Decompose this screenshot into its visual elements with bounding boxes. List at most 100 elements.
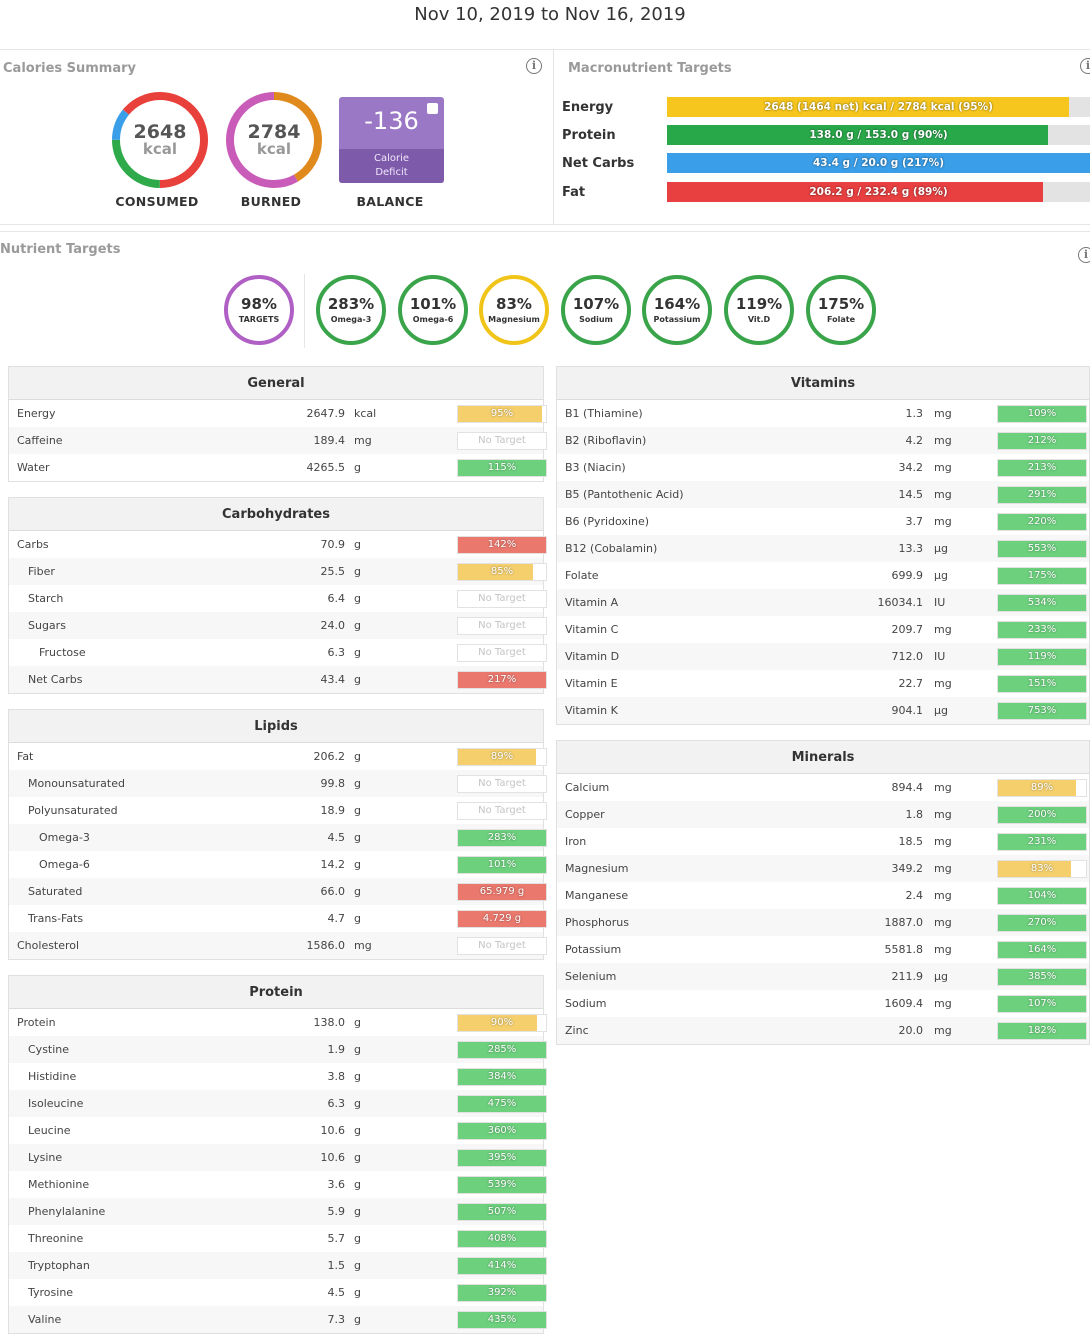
target-progress-bar[interactable]: 95%	[457, 405, 547, 423]
nutrient-row[interactable]: Threonine 5.7 g 408%	[9, 1225, 547, 1252]
target-progress-bar[interactable]: No Target	[457, 937, 547, 955]
nutrient-row[interactable]: Cholesterol 1586.0 mg No Target	[9, 932, 547, 959]
target-progress-bar[interactable]: No Target	[457, 617, 547, 635]
target-progress-bar[interactable]: 539%	[457, 1176, 547, 1194]
nutrient-row[interactable]: Carbs 70.9 g 142%	[9, 531, 547, 558]
nutrient-row[interactable]: Omega-3 4.5 g 283%	[9, 824, 547, 851]
target-progress-bar[interactable]: 231%	[997, 833, 1087, 851]
info-icon[interactable]: i	[1078, 247, 1090, 263]
target-progress-bar[interactable]: 85%	[457, 563, 547, 581]
target-progress-bar[interactable]: 212%	[997, 432, 1087, 450]
nutrient-row[interactable]: Fiber 25.5 g 85%	[9, 558, 547, 585]
target-progress-bar[interactable]: 507%	[457, 1203, 547, 1221]
nutrient-row[interactable]: Zinc 20.0 mg 182%	[557, 1017, 1089, 1044]
nutrient-row[interactable]: Tryptophan 1.5 g 414%	[9, 1252, 547, 1279]
nutrient-row[interactable]: B12 (Cobalamin) 13.3 µg 553%	[557, 535, 1089, 562]
target-progress-bar[interactable]: 107%	[997, 995, 1087, 1013]
nutrient-row[interactable]: Fructose 6.3 g No Target	[9, 639, 547, 666]
target-progress-bar[interactable]: 182%	[997, 1022, 1087, 1040]
nutrient-row[interactable]: Vitamin K 904.1 µg 753%	[557, 697, 1089, 724]
target-progress-bar[interactable]: 119%	[997, 648, 1087, 666]
nutrient-row[interactable]: Vitamin A 16034.1 IU 534%	[557, 589, 1089, 616]
target-progress-bar[interactable]: No Target	[457, 802, 547, 820]
nutrient-row[interactable]: Cystine 1.9 g 285%	[9, 1036, 547, 1063]
nutrient-row[interactable]: Histidine 3.8 g 384%	[9, 1063, 547, 1090]
nutrient-row[interactable]: Caffeine 189.4 mg No Target	[9, 427, 547, 454]
macro-progress-bar[interactable]: 138.0 g / 153.0 g (90%)	[667, 125, 1090, 145]
target-progress-bar[interactable]: 220%	[997, 513, 1087, 531]
nutrient-row[interactable]: B1 (Thiamine) 1.3 mg 109%	[557, 400, 1089, 427]
nutrient-target-circle[interactable]: 175% Folate	[806, 275, 876, 345]
nutrient-row[interactable]: Polyunsaturated 18.9 g No Target	[9, 797, 547, 824]
nutrient-row[interactable]: Sugars 24.0 g No Target	[9, 612, 547, 639]
target-progress-bar[interactable]: 435%	[457, 1311, 547, 1329]
nutrient-row[interactable]: Valine 7.3 g 435%	[9, 1306, 547, 1333]
target-progress-bar[interactable]: 101%	[457, 856, 547, 874]
target-progress-bar[interactable]: 4.729 g	[457, 910, 547, 928]
info-icon[interactable]: i	[1080, 58, 1090, 74]
nutrient-row[interactable]: B2 (Riboflavin) 4.2 mg 212%	[557, 427, 1089, 454]
target-progress-bar[interactable]: No Target	[457, 644, 547, 662]
target-progress-bar[interactable]: 90%	[457, 1014, 547, 1032]
nutrient-target-circle[interactable]: 164% Potassium	[642, 275, 712, 345]
nutrient-row[interactable]: Magnesium 349.2 mg 83%	[557, 855, 1089, 882]
nutrient-row[interactable]: Vitamin C 209.7 mg 233%	[557, 616, 1089, 643]
nutrient-row[interactable]: Trans-Fats 4.7 g 4.729 g	[9, 905, 547, 932]
nutrient-row[interactable]: Copper 1.8 mg 200%	[557, 801, 1089, 828]
target-progress-bar[interactable]: 164%	[997, 941, 1087, 959]
target-progress-bar[interactable]: 395%	[457, 1149, 547, 1167]
target-progress-bar[interactable]: 270%	[997, 914, 1087, 932]
nutrient-target-circle[interactable]: 101% Omega-6	[398, 275, 468, 345]
nutrient-target-circle[interactable]: 83% Magnesium	[479, 275, 549, 345]
target-progress-bar[interactable]: 213%	[997, 459, 1087, 477]
nutrient-target-circle[interactable]: 119% Vit.D	[724, 275, 794, 345]
nutrient-row[interactable]: Leucine 10.6 g 360%	[9, 1117, 547, 1144]
macro-progress-bar[interactable]: 206.2 g / 232.4 g (89%)	[667, 182, 1090, 202]
target-progress-bar[interactable]: 475%	[457, 1095, 547, 1113]
target-progress-bar[interactable]: 175%	[997, 567, 1087, 585]
target-progress-bar[interactable]: 360%	[457, 1122, 547, 1140]
target-progress-bar[interactable]: No Target	[457, 775, 547, 793]
nutrient-row[interactable]: Energy 2647.9 kcal 95%	[9, 400, 547, 427]
target-progress-bar[interactable]: 285%	[457, 1041, 547, 1059]
target-progress-bar[interactable]: 200%	[997, 806, 1087, 824]
macro-progress-bar[interactable]: 43.4 g / 20.0 g (217%)	[667, 153, 1090, 173]
target-progress-bar[interactable]: 283%	[457, 829, 547, 847]
target-progress-bar[interactable]: 217%	[457, 671, 547, 689]
nutrient-row[interactable]: Methionine 3.6 g 539%	[9, 1171, 547, 1198]
target-progress-bar[interactable]: 414%	[457, 1257, 547, 1275]
target-progress-bar[interactable]: 65.979 g	[457, 883, 547, 901]
nutrient-row[interactable]: Saturated 66.0 g 65.979 g	[9, 878, 547, 905]
nutrient-row[interactable]: Phenylalanine 5.9 g 507%	[9, 1198, 547, 1225]
nutrient-row[interactable]: Monounsaturated 99.8 g No Target	[9, 770, 547, 797]
target-progress-bar[interactable]: 553%	[997, 540, 1087, 558]
target-progress-bar[interactable]: 233%	[997, 621, 1087, 639]
nutrient-row[interactable]: Phosphorus 1887.0 mg 270%	[557, 909, 1089, 936]
macro-progress-bar[interactable]: 2648 (1464 net) kcal / 2784 kcal (95%)	[667, 97, 1090, 117]
nutrient-row[interactable]: Potassium 5581.8 mg 164%	[557, 936, 1089, 963]
nutrient-target-circle[interactable]: 283% Omega-3	[316, 275, 386, 345]
target-progress-bar[interactable]: 534%	[997, 594, 1087, 612]
target-progress-bar[interactable]: 109%	[997, 405, 1087, 423]
target-progress-bar[interactable]: 83%	[997, 860, 1087, 878]
target-progress-bar[interactable]: No Target	[457, 590, 547, 608]
nutrient-row[interactable]: B6 (Pyridoxine) 3.7 mg 220%	[557, 508, 1089, 535]
nutrient-row[interactable]: Water 4265.5 g 115%	[9, 454, 547, 481]
nutrient-row[interactable]: Manganese 2.4 mg 104%	[557, 882, 1089, 909]
target-progress-bar[interactable]: 151%	[997, 675, 1087, 693]
nutrient-row[interactable]: Fat 206.2 g 89%	[9, 743, 547, 770]
nutrient-row[interactable]: Vitamin E 22.7 mg 151%	[557, 670, 1089, 697]
target-progress-bar[interactable]: 753%	[997, 702, 1087, 720]
nutrient-row[interactable]: B3 (Niacin) 34.2 mg 213%	[557, 454, 1089, 481]
target-progress-bar[interactable]: 104%	[997, 887, 1087, 905]
nutrient-row[interactable]: Net Carbs 43.4 g 217%	[9, 666, 547, 693]
target-progress-bar[interactable]: 142%	[457, 536, 547, 554]
target-progress-bar[interactable]: 384%	[457, 1068, 547, 1086]
target-progress-bar[interactable]: 89%	[457, 748, 547, 766]
target-progress-bar[interactable]: 89%	[997, 779, 1087, 797]
nutrient-row[interactable]: Sodium 1609.4 mg 107%	[557, 990, 1089, 1017]
nutrient-row[interactable]: Isoleucine 6.3 g 475%	[9, 1090, 547, 1117]
nutrient-row[interactable]: Omega-6 14.2 g 101%	[9, 851, 547, 878]
target-progress-bar[interactable]: No Target	[457, 432, 547, 450]
nutrient-row[interactable]: Starch 6.4 g No Target	[9, 585, 547, 612]
